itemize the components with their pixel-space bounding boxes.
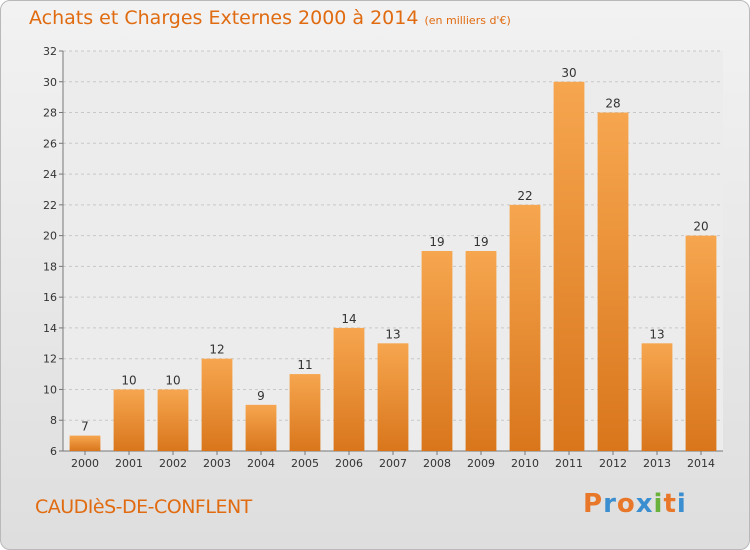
x-tick-label: 2014 (687, 457, 715, 470)
y-tick-label: 20 (43, 230, 57, 243)
value-label: 28 (605, 97, 620, 111)
y-tick-label: 24 (43, 168, 57, 181)
y-tick-label: 6 (50, 445, 57, 458)
logo-letter: r (603, 489, 617, 519)
commune-name: CAUDIèS-DE-CONFLENT (35, 496, 252, 518)
x-tick-label: 2012 (599, 457, 627, 470)
x-tick-label: 2013 (643, 457, 671, 470)
bar (553, 81, 585, 452)
bar (157, 389, 189, 451)
proxiti-logo: Proxiti (583, 489, 687, 519)
x-tick-label: 2010 (511, 457, 539, 470)
x-tick-label: 2005 (291, 457, 319, 470)
bar (377, 343, 409, 451)
logo-letter: i (653, 489, 664, 519)
chart-title: Achats et Charges Externes 2000 à 2014 (e… (29, 7, 511, 29)
y-tick-label: 26 (43, 137, 57, 150)
y-tick-label: 12 (43, 353, 57, 366)
x-tick-label: 2006 (335, 457, 363, 470)
x-tick-label: 2007 (379, 457, 407, 470)
x-tick-label: 2009 (467, 457, 495, 470)
y-tick-label: 32 (43, 45, 57, 58)
value-label: 10 (121, 373, 136, 387)
value-label: 12 (209, 343, 224, 357)
bar (289, 374, 321, 451)
bar (201, 358, 233, 451)
value-label: 13 (649, 327, 664, 341)
y-tick-label: 18 (43, 260, 57, 273)
logo-letter: t (663, 489, 677, 519)
x-tick-label: 2002 (159, 457, 187, 470)
y-tick-label: 10 (43, 383, 57, 396)
x-tick-label: 2001 (115, 457, 143, 470)
y-tick-label: 8 (50, 414, 57, 427)
logo-letter: o (616, 489, 636, 519)
x-tick-label: 2004 (247, 457, 275, 470)
y-tick-label: 28 (43, 107, 57, 120)
bar (113, 389, 145, 451)
x-tick-label: 2011 (555, 457, 583, 470)
logo-letter: x (635, 489, 654, 519)
bar (69, 435, 101, 451)
value-label: 20 (693, 220, 708, 234)
value-label: 9 (257, 389, 265, 403)
bar (509, 204, 541, 451)
x-tick-label: 2003 (203, 457, 231, 470)
value-label: 11 (297, 358, 312, 372)
bar (641, 343, 673, 451)
bar (685, 235, 717, 451)
y-tick-label: 14 (43, 322, 57, 335)
y-tick-label: 16 (43, 291, 57, 304)
value-label: 19 (473, 235, 488, 249)
value-label: 22 (517, 189, 532, 203)
value-label: 14 (341, 312, 356, 326)
x-tick-label: 2000 (71, 457, 99, 470)
y-tick-label: 22 (43, 199, 57, 212)
bar (245, 404, 277, 451)
value-label: 7 (81, 420, 89, 434)
bar (421, 251, 453, 451)
y-tick-label: 30 (43, 76, 57, 89)
logo-letter: i (676, 489, 687, 519)
x-tick-label: 2008 (423, 457, 451, 470)
value-label: 30 (561, 66, 576, 80)
title-text: Achats et Charges Externes 2000 à 2014 (29, 7, 419, 29)
bar (333, 327, 365, 451)
logo-letter: P (583, 489, 604, 519)
value-label: 10 (165, 373, 180, 387)
value-label: 13 (385, 327, 400, 341)
bar (597, 112, 629, 452)
bar (465, 251, 497, 451)
unit-label: (en milliers d'€) (424, 14, 511, 27)
value-label: 19 (429, 235, 444, 249)
